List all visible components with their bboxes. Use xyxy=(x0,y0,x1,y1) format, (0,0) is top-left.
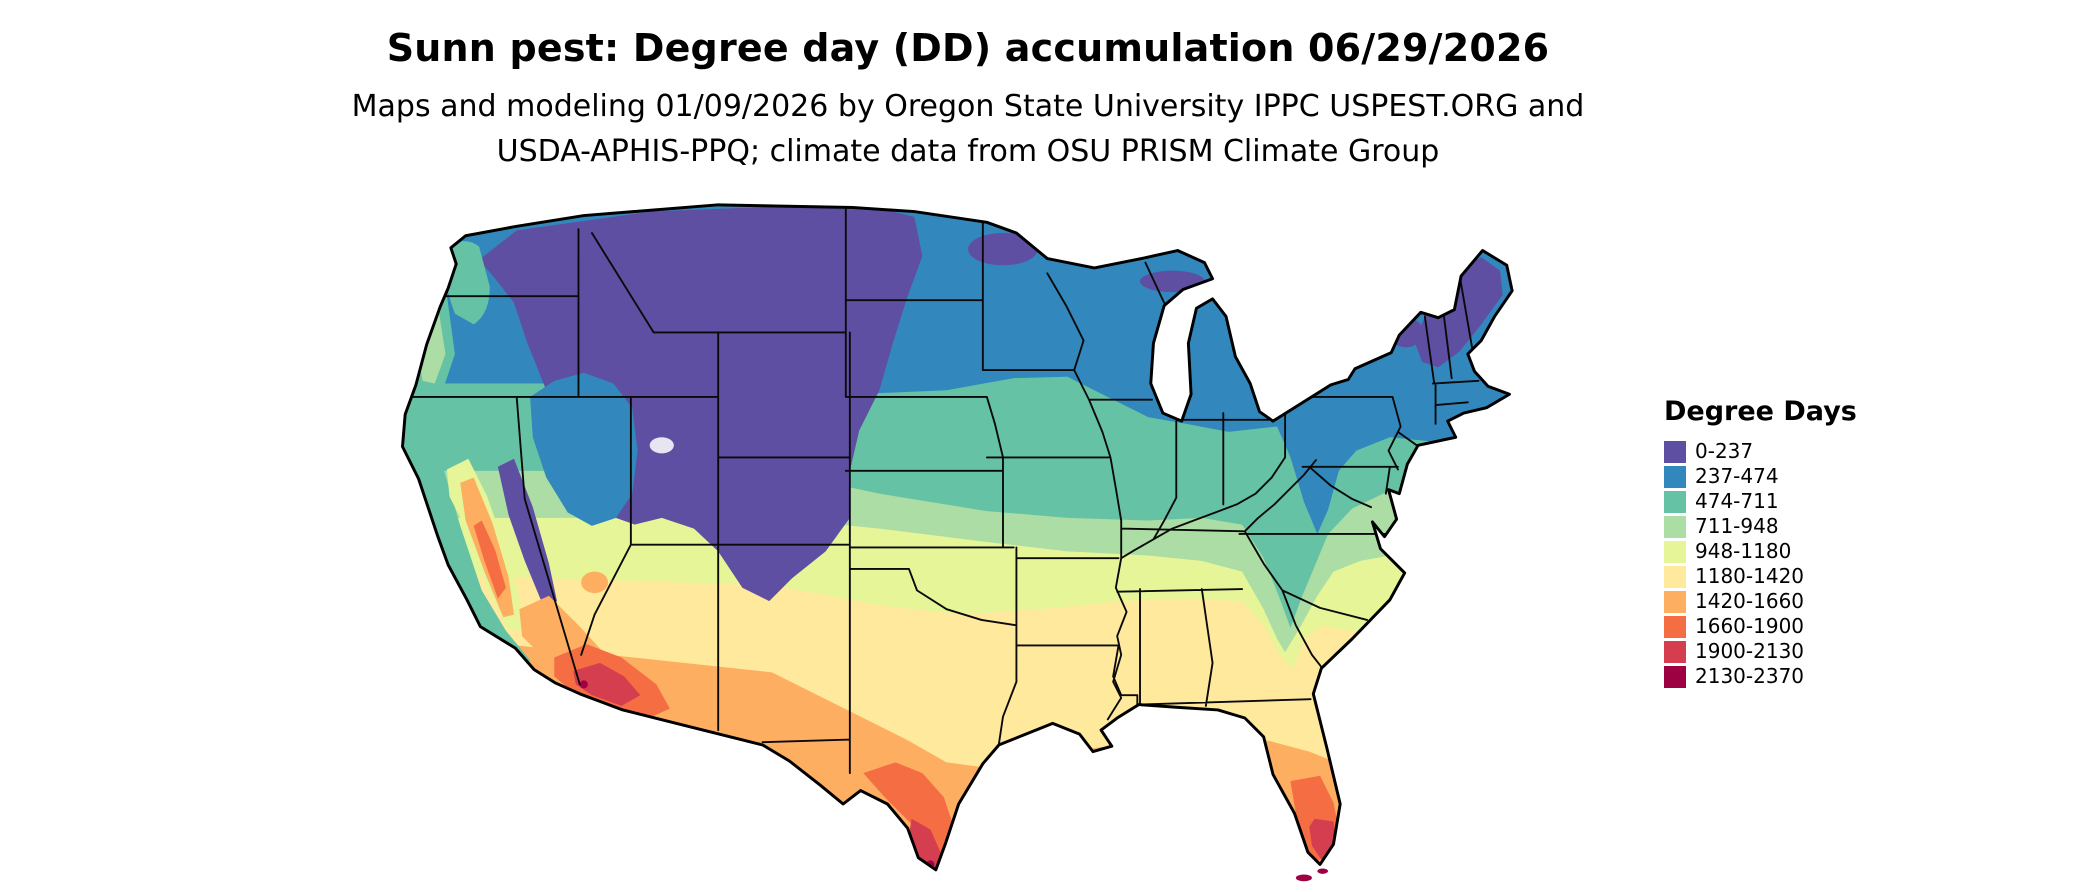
legend-item: 1420-1660 xyxy=(1664,589,1857,614)
subtitle-line-2: USDA-APHIS-PPQ; climate data from OSU PR… xyxy=(496,134,1440,169)
legend-item: 1180-1420 xyxy=(1664,564,1857,589)
legend-item: 474-711 xyxy=(1664,489,1857,514)
legend-swatch xyxy=(1664,640,1686,663)
legend-swatch xyxy=(1664,440,1686,463)
legend-item: 1900-2130 xyxy=(1664,639,1857,664)
legend-item: 0-237 xyxy=(1664,439,1857,464)
yuma-hottest-spot xyxy=(579,680,588,689)
map-subtitle: Maps and modeling 01/09/2026 by Oregon S… xyxy=(0,84,1936,174)
us-degree-day-map xyxy=(295,182,1625,892)
legend-label: 2130-2370 xyxy=(1695,664,1805,688)
legend-label: 1180-1420 xyxy=(1695,564,1805,588)
rockies-purple-region xyxy=(479,206,923,602)
legend-swatch xyxy=(1664,565,1686,588)
adirondacks-region xyxy=(1388,317,1424,348)
florida-keys-region-2 xyxy=(1317,868,1329,874)
legend-swatch xyxy=(1664,665,1686,688)
legend-label: 1420-1660 xyxy=(1695,589,1805,613)
california-coast-region xyxy=(403,407,531,674)
degree-day-fill-layers xyxy=(402,204,1513,870)
florida-keys-region xyxy=(1295,874,1312,882)
legend-label: 711-948 xyxy=(1695,514,1779,538)
state-borders xyxy=(402,207,1480,775)
legend-label: 237-474 xyxy=(1695,464,1779,488)
new-england-purple-region xyxy=(1414,257,1503,368)
sierra-nevada-region xyxy=(497,458,557,607)
north-minnesota-region xyxy=(968,233,1038,266)
map-title: Sunn pest: Degree day (DD) accumulation … xyxy=(386,26,1550,70)
legend-swatch xyxy=(1664,540,1686,563)
degree-days-legend: Degree Days 0-237 237-474 474-711 711-94… xyxy=(1664,396,1857,689)
southern-nevada-warm-spot xyxy=(581,571,609,594)
rio-grande-valley-region xyxy=(908,818,942,870)
us-map-svg xyxy=(401,203,1514,882)
subtitle-line-1: Maps and modeling 01/09/2026 by Oregon S… xyxy=(351,89,1585,124)
central-valley-hot-core xyxy=(473,520,506,599)
se-oregon-purple-patch xyxy=(538,321,571,365)
legend-item: 237-474 xyxy=(1664,464,1857,489)
legend-item: 2130-2370 xyxy=(1664,664,1857,689)
nevada-blue-region xyxy=(530,372,638,526)
legend-label: 1660-1900 xyxy=(1695,614,1805,638)
legend-swatch xyxy=(1664,490,1686,513)
legend-label: 474-711 xyxy=(1695,489,1779,513)
great-salt-lake xyxy=(649,437,674,454)
legend-label: 948-1180 xyxy=(1695,539,1792,563)
legend-swatch xyxy=(1664,590,1686,613)
legend-swatch xyxy=(1664,465,1686,488)
legend-swatch xyxy=(1664,615,1686,638)
sonoran-desert-hot-core xyxy=(573,662,641,706)
legend-swatch xyxy=(1664,515,1686,538)
legend-label: 1900-2130 xyxy=(1695,639,1805,663)
legend-title: Degree Days xyxy=(1664,396,1857,427)
legend-label: 0-237 xyxy=(1695,439,1754,463)
legend-item: 711-948 xyxy=(1664,514,1857,539)
legend-item: 1660-1900 xyxy=(1664,614,1857,639)
legend-item: 948-1180 xyxy=(1664,539,1857,564)
